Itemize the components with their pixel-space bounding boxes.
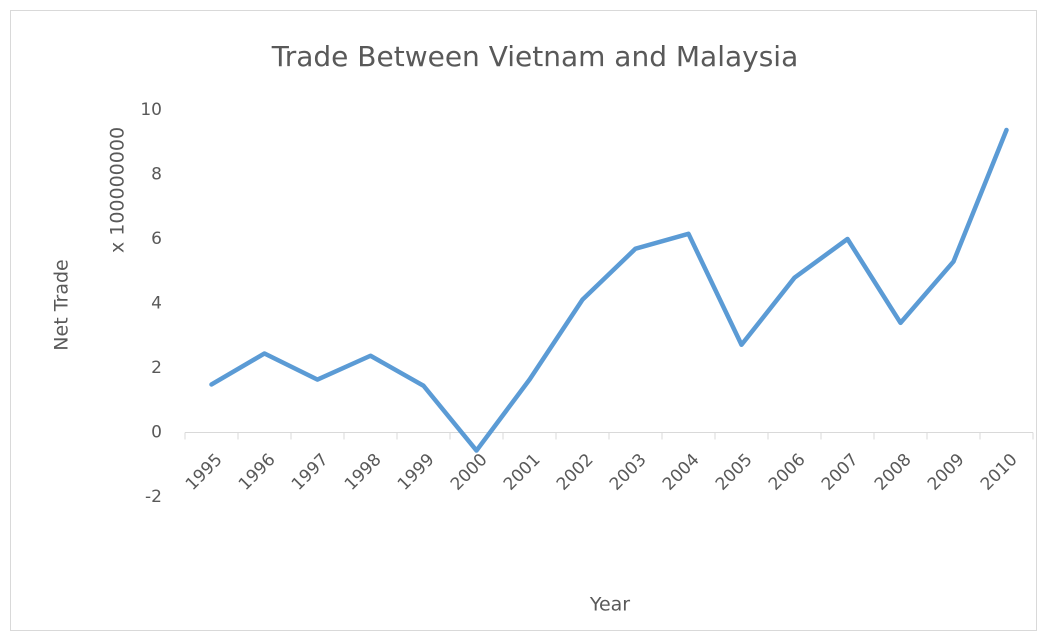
y-tick-label: 2 [151,358,162,378]
y-tick-label: -2 [145,487,162,507]
y-tick-label: 4 [151,294,162,314]
data-line [209,127,1009,453]
chart-title: Trade Between Vietnam and Malaysia [271,40,799,73]
y-tick-label: 0 [151,423,162,443]
y-tick-label: 6 [151,229,162,249]
y-tick-label: 8 [151,165,162,185]
chart-border [10,10,1037,631]
y-axis-title: Net Trade [51,259,73,350]
y-tick-label: 10 [140,100,162,120]
x-axis-title: Year [589,594,630,616]
unit-label: x 100000000 [107,127,129,253]
